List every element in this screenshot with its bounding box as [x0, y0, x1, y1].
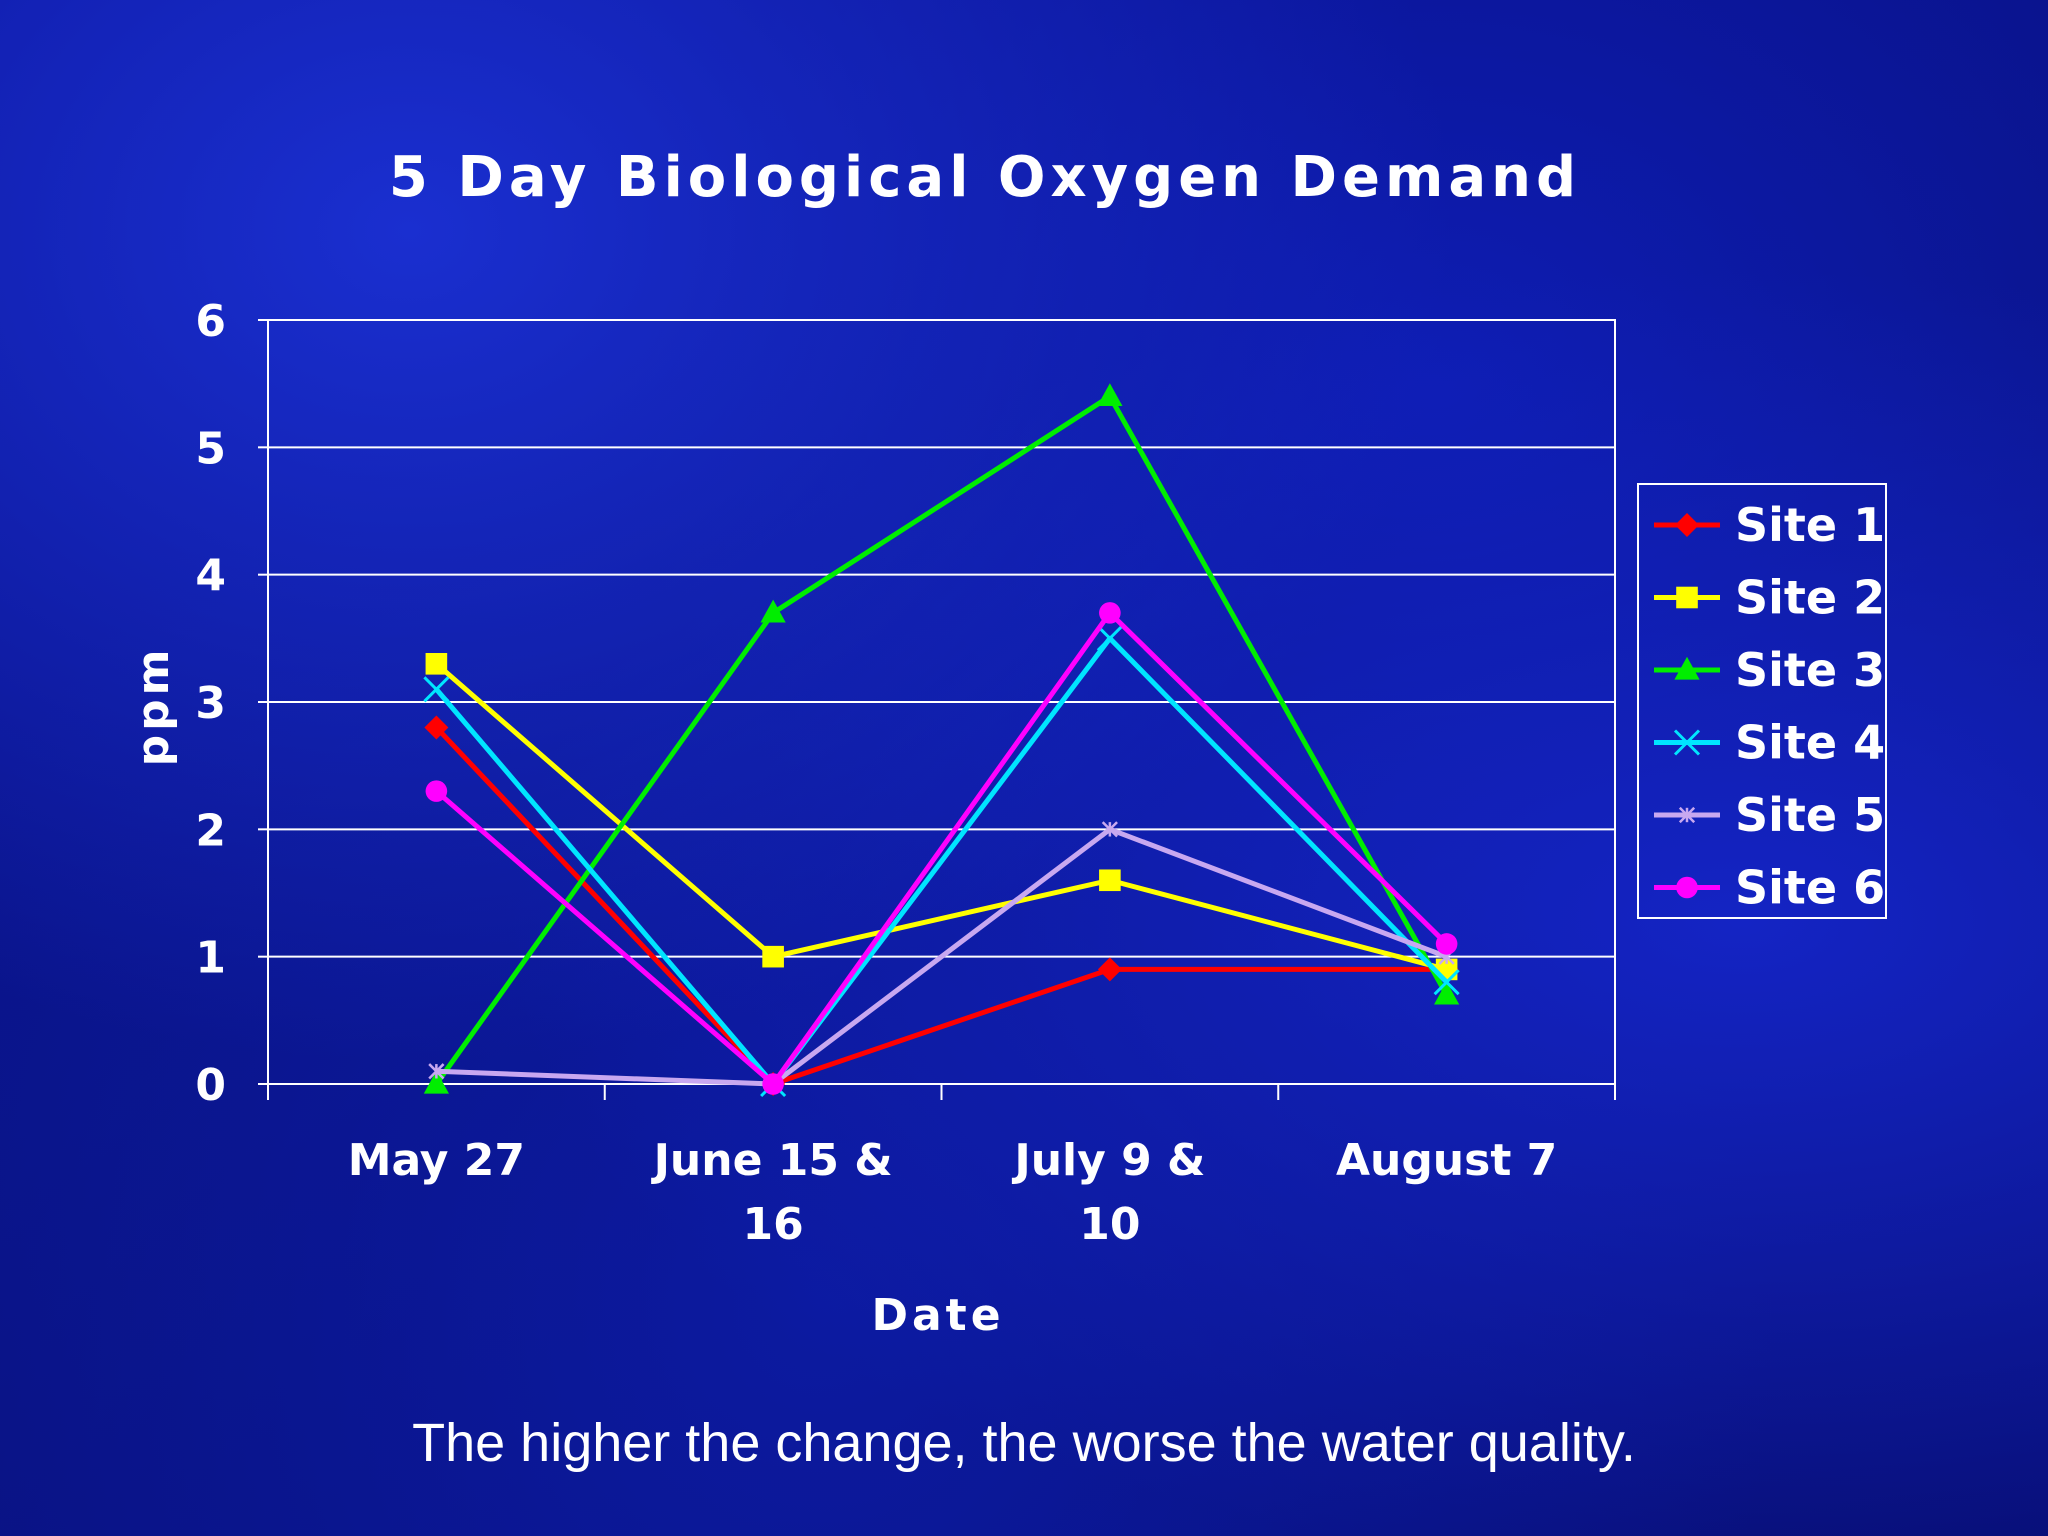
series-group [423, 383, 1460, 1098]
data-point [1433, 969, 1460, 996]
data-point [1674, 656, 1700, 680]
y-tick-label: 4 [195, 551, 226, 602]
data-point [425, 653, 448, 675]
y-tick-label: 2 [195, 805, 226, 856]
axes [258, 319, 1616, 1100]
x-tick-label: May 27 [348, 1135, 525, 1186]
x-axis-title: Date [871, 1290, 1004, 1341]
legend-item: Site 3 [1654, 643, 1885, 697]
data-point [1099, 602, 1121, 624]
legend-label: Site 6 [1735, 861, 1885, 915]
series-1 [424, 715, 1459, 1096]
data-point [424, 715, 449, 740]
series-6 [425, 602, 1458, 1095]
data-point [1673, 729, 1701, 756]
y-tick-label: 6 [195, 296, 226, 347]
data-point [1099, 869, 1121, 892]
x-tick-label: August 7 [1336, 1135, 1557, 1186]
data-point [762, 1073, 784, 1095]
data-point [1097, 383, 1123, 406]
x-tick-labels: May 27 June 15 & 16 July 9 & 10 August 7 [348, 1135, 1558, 1250]
series-line [434, 661, 1448, 972]
y-tick-labels: 0 1 2 3 4 5 6 [195, 296, 226, 1111]
y-tick-label: 3 [195, 678, 226, 729]
series-line [434, 610, 1449, 1087]
series-4 [423, 625, 1460, 1098]
y-axis-title: ppm [128, 646, 179, 767]
x-tick-label: June 15 & 16 [651, 1135, 893, 1250]
y-tick-label: 5 [195, 423, 226, 474]
legend-label: Site 5 [1735, 788, 1885, 842]
data-point [1435, 933, 1458, 955]
data-point [1434, 981, 1460, 1005]
legend-label: Site 1 [1735, 498, 1885, 552]
legend-item: Site 5 [1654, 788, 1885, 842]
data-point [1676, 876, 1698, 899]
data-point [1096, 625, 1123, 652]
data-point [1101, 821, 1118, 838]
series-line [434, 725, 1447, 1087]
legend-item: Site 2 [1654, 571, 1885, 625]
x-tick-label: July 9 & 10 [1011, 1135, 1205, 1250]
data-point [1097, 957, 1122, 982]
legend-label: Site 4 [1735, 716, 1885, 770]
data-point [1678, 806, 1696, 824]
data-point [762, 945, 784, 968]
series-line [436, 826, 1448, 1087]
data-point [1676, 586, 1698, 609]
legend-label: Site 2 [1735, 571, 1885, 625]
series-3 [423, 383, 1460, 1094]
data-point [425, 780, 448, 802]
legend-item: Site 6 [1654, 861, 1885, 915]
chart-title: 5 Day Biological Oxygen Demand [389, 145, 1581, 210]
legend: Site 1 Site 2 Site 3 Site 4 Site 5 Site 6 [1637, 483, 1887, 919]
legend-item: Site 1 [1654, 498, 1885, 552]
data-point [428, 1063, 445, 1080]
data-point [1675, 513, 1699, 537]
series-line [434, 635, 1449, 1087]
legend-item: Site 4 [1654, 716, 1885, 770]
legend-label: Site 3 [1735, 643, 1885, 697]
data-point [423, 1070, 449, 1094]
y-tick-label: 1 [195, 933, 226, 984]
series-line [434, 393, 1449, 1086]
data-point [423, 676, 450, 703]
y-tick-label: 0 [195, 1060, 226, 1111]
legend-box [1637, 483, 1887, 919]
caption: The higher the change, the worse the wat… [412, 1413, 1636, 1473]
data-point [760, 599, 786, 623]
